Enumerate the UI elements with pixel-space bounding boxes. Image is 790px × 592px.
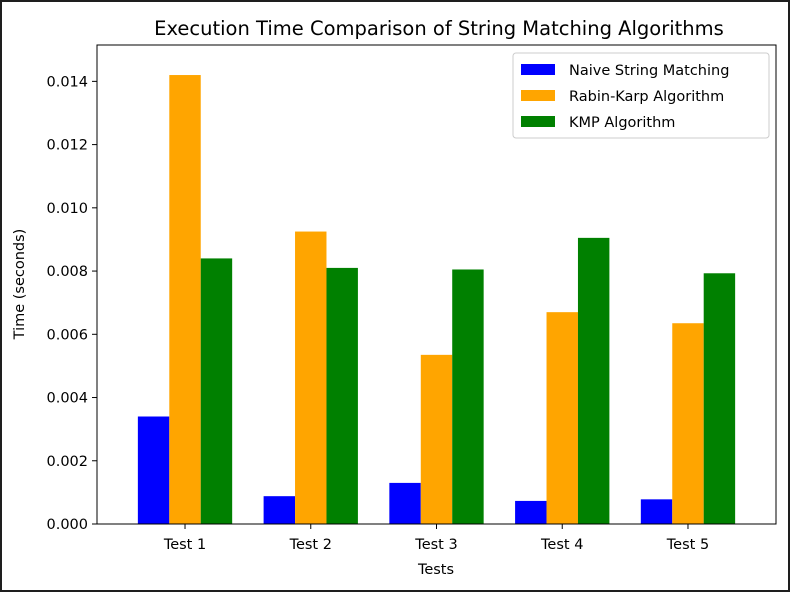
y-tick-label: 0.006: [46, 327, 88, 343]
chart-title: Execution Time Comparison of String Matc…: [154, 17, 724, 40]
y-tick-label: 0.014: [46, 74, 88, 90]
legend-swatch: [521, 90, 555, 101]
legend-label: Naive String Matching: [569, 63, 729, 79]
bar-3-4: [577, 237, 610, 524]
bar-3-2: [326, 267, 358, 524]
legend-label: Rabin-Karp Algorithm: [569, 89, 724, 105]
bar-1-1: [137, 416, 170, 524]
y-tick-label: 0.004: [46, 391, 88, 407]
y-tick-label: 0.008: [46, 264, 88, 280]
bar-3-3: [452, 269, 484, 524]
y-tick-label: 0.000: [46, 517, 88, 533]
bar-2-5: [672, 323, 704, 524]
y-axis: 0.000 0.002 0.004 0.006 0.008 0.010 0.012 0.014: [46, 74, 97, 533]
bar-1-5: [640, 499, 673, 524]
legend-swatch: [521, 64, 555, 75]
x-tick-label: Test 2: [289, 537, 332, 553]
legend: Naive String Matching Rabin-Karp Algorith…: [512, 52, 770, 139]
bar-3-5: [703, 273, 736, 524]
legend-box: [512, 52, 770, 139]
bar-2-4: [546, 312, 578, 524]
bar-2-3: [420, 354, 453, 524]
y-axis-label: Time (seconds): [12, 229, 28, 341]
x-axis-label: Tests: [417, 562, 454, 578]
y-tick-label: 0.010: [46, 201, 88, 217]
y-tick-label: 0.012: [46, 138, 88, 154]
bar-1-4: [515, 500, 547, 524]
bars-group: [137, 75, 736, 524]
x-tick-label: Test 1: [163, 537, 206, 553]
bar-1-2: [263, 496, 296, 524]
bar-1-3: [389, 482, 421, 524]
x-tick-label: Test 4: [540, 537, 583, 553]
bar-2-1: [169, 75, 201, 524]
x-tick-label: Test 5: [666, 537, 709, 553]
bar-2-2: [295, 231, 327, 524]
y-tick-label: 0.002: [46, 454, 88, 470]
bar-3-1: [200, 258, 233, 524]
legend-label: KMP Algorithm: [569, 115, 675, 131]
x-tick-label: Test 3: [414, 537, 457, 553]
legend-swatch: [521, 116, 555, 127]
x-axis: Test 1 Test 2 Test 3 Test 4 Test 5: [163, 524, 709, 553]
